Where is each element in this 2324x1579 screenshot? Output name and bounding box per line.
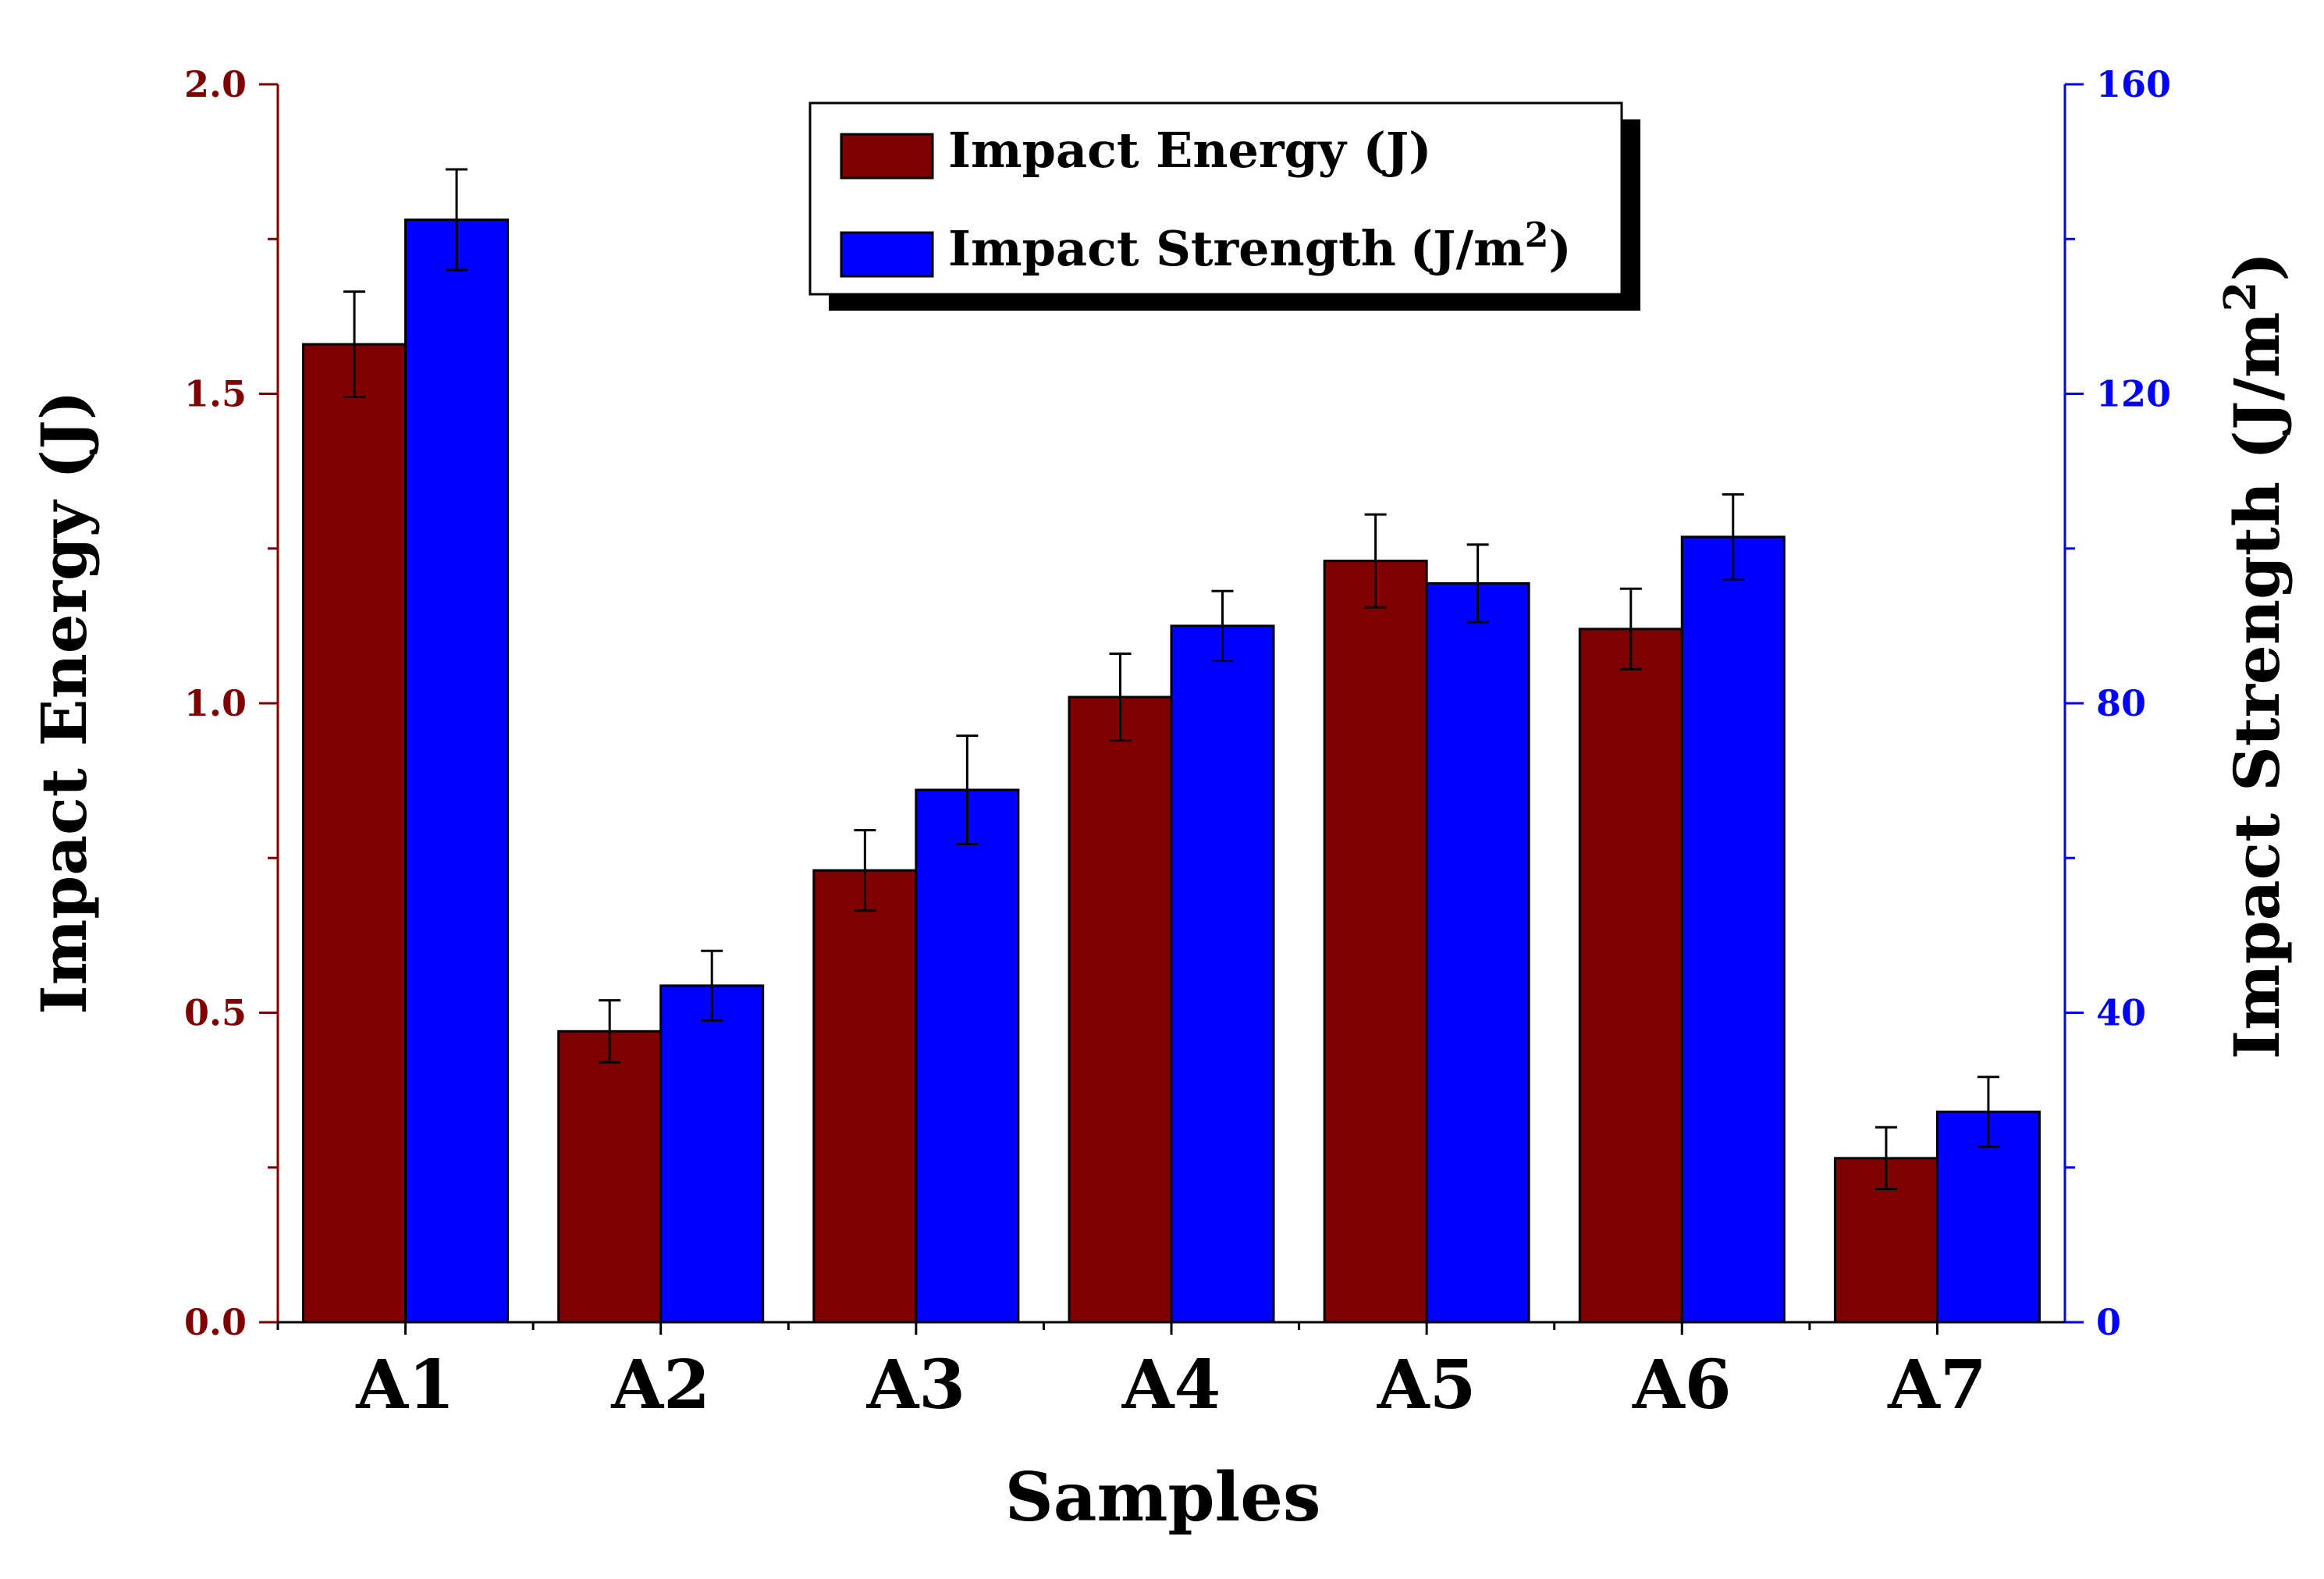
legend-label-impact-strength: Impact Strength (J/m2) — [948, 215, 1572, 277]
y-tick-label-left: 0.5 — [184, 992, 247, 1034]
bar-strength-a5 — [1425, 581, 1530, 1324]
legend-label-impact-strength-name: Impact Strength — [948, 220, 1396, 277]
bar-energy-a6 — [1578, 628, 1683, 1324]
bar-energy-a5 — [1323, 560, 1428, 1324]
x-tick-label-a6: A6 — [1632, 1346, 1732, 1424]
x-tick-label-a5: A5 — [1377, 1346, 1476, 1424]
x-tick-label-a7: A7 — [1887, 1346, 1987, 1424]
x-tick-label-a2: A2 — [610, 1346, 710, 1424]
y-axis-title-right: Impact Strength (J/m2) — [2215, 252, 2294, 1060]
bar-energy-a2 — [557, 1030, 663, 1324]
legend: Impact Energy (J) Impact Strength (J/m2) — [808, 101, 1640, 311]
x-tick-label-a3: A3 — [866, 1346, 966, 1424]
y-tick-label-right: 40 — [2096, 992, 2146, 1034]
y-tick-label-right: 0 — [2096, 1301, 2121, 1343]
y-tick-label-right: 160 — [2096, 63, 2171, 105]
axes-layer: A1 A2 A3 A4 A5 A6 A7 0.0 0.5 1.0 1.5 2.0 0 40 80 120 160 — [184, 63, 2171, 1424]
legend-box — [808, 101, 1623, 296]
bar-strength-a2 — [659, 984, 765, 1324]
legend-label-impact-strength-unit: (J/m — [1410, 220, 1525, 277]
x-tick-label-a1: A1 — [355, 1346, 455, 1424]
y-tick-label-right: 80 — [2096, 682, 2146, 724]
legend-swatch-impact-energy — [840, 133, 934, 180]
bar-energy-a1 — [302, 343, 407, 1324]
y-axis-title-left: Impact Energy (J) — [27, 390, 101, 1014]
y-tick-label-left: 2.0 — [184, 63, 247, 105]
legend-swatch-impact-strength — [840, 231, 934, 278]
y-tick-label-left: 0.0 — [184, 1301, 247, 1343]
bar-strength-a1 — [404, 218, 510, 1324]
x-axis-title: Samples — [1005, 1458, 1321, 1537]
x-tick-label-a4: A4 — [1121, 1346, 1221, 1424]
legend-label-impact-strength-end: ) — [1548, 220, 1571, 277]
bar-energy-a3 — [812, 869, 918, 1324]
y-axis-title-right-main: Impact Strength (J/m — [2220, 312, 2294, 1060]
bar-strength-a4 — [1170, 624, 1275, 1324]
bars-layer — [302, 168, 2041, 1324]
bar-energy-a4 — [1068, 695, 1173, 1324]
y-axis-title-right-end: ) — [2220, 252, 2294, 282]
legend-label-impact-strength-sup: 2 — [1525, 215, 1549, 255]
y-tick-label-right: 120 — [2096, 373, 2171, 415]
bar-strength-a6 — [1680, 535, 1786, 1324]
y-axis-title-right-sup: 2 — [2215, 282, 2266, 312]
y-tick-label-left: 1.0 — [184, 682, 247, 724]
y-tick-label-left: 1.5 — [184, 373, 247, 415]
bar-strength-a3 — [915, 788, 1020, 1324]
legend-label-impact-energy: Impact Energy (J) — [948, 122, 1432, 179]
